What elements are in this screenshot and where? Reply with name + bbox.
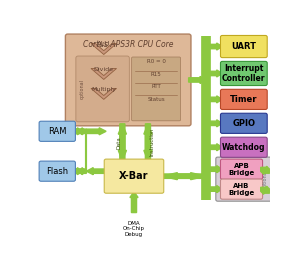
FancyBboxPatch shape (39, 121, 75, 141)
FancyArrow shape (261, 166, 269, 172)
Text: AHB
Bridge: AHB Bridge (228, 183, 255, 196)
FancyArrow shape (74, 168, 86, 175)
FancyBboxPatch shape (216, 157, 272, 201)
FancyBboxPatch shape (220, 35, 267, 57)
FancyBboxPatch shape (220, 113, 267, 133)
Text: optional: optional (80, 79, 85, 99)
FancyArrow shape (206, 186, 222, 193)
FancyArrow shape (261, 168, 269, 174)
Text: R0 = 0: R0 = 0 (147, 60, 166, 64)
FancyArrow shape (144, 124, 152, 161)
Text: X-Bar: X-Bar (119, 171, 149, 181)
Polygon shape (91, 68, 116, 80)
Text: UART: UART (231, 42, 256, 51)
Polygon shape (91, 88, 116, 99)
FancyArrow shape (206, 96, 222, 103)
Text: Status: Status (147, 97, 165, 102)
Text: R15: R15 (151, 72, 161, 77)
FancyArrow shape (261, 188, 269, 194)
FancyArrow shape (206, 166, 222, 173)
Text: RTT: RTT (151, 84, 161, 89)
Text: DMA
On-Chip
Debug: DMA On-Chip Debug (123, 221, 145, 237)
FancyArrow shape (144, 124, 152, 161)
Text: Flash: Flash (46, 167, 68, 176)
FancyArrow shape (206, 144, 222, 151)
FancyBboxPatch shape (76, 56, 129, 122)
Text: optional: optional (263, 169, 268, 189)
FancyArrow shape (86, 168, 106, 175)
FancyArrow shape (118, 124, 127, 161)
FancyArrow shape (261, 186, 269, 192)
Text: Timer: Timer (230, 95, 258, 104)
FancyBboxPatch shape (220, 137, 267, 157)
Text: ALU: ALU (97, 41, 110, 47)
FancyBboxPatch shape (104, 159, 164, 193)
Text: Interrupt
Controller: Interrupt Controller (222, 64, 266, 83)
Text: Cortus APS3R CPU Core: Cortus APS3R CPU Core (83, 40, 173, 49)
FancyBboxPatch shape (220, 179, 262, 199)
FancyArrow shape (206, 43, 222, 50)
FancyBboxPatch shape (220, 159, 262, 179)
FancyBboxPatch shape (220, 61, 267, 85)
FancyArrow shape (162, 173, 206, 180)
Text: GPIO: GPIO (232, 119, 255, 128)
FancyArrow shape (74, 168, 86, 175)
FancyArrow shape (162, 173, 206, 180)
FancyArrow shape (206, 120, 222, 127)
Text: APB
Bridge: APB Bridge (228, 163, 255, 176)
FancyBboxPatch shape (65, 34, 191, 126)
Polygon shape (91, 44, 116, 54)
FancyArrow shape (86, 128, 106, 135)
FancyArrow shape (118, 124, 127, 161)
Text: Watchdog: Watchdog (222, 143, 266, 152)
Text: Data: Data (116, 136, 121, 149)
Text: RAM: RAM (48, 127, 67, 136)
FancyArrow shape (74, 128, 86, 135)
Text: Divide: Divide (94, 67, 114, 72)
FancyArrow shape (74, 128, 86, 135)
Text: Multiply: Multiply (91, 87, 116, 92)
FancyBboxPatch shape (39, 161, 75, 181)
FancyArrow shape (189, 76, 206, 83)
FancyBboxPatch shape (132, 57, 181, 121)
FancyBboxPatch shape (220, 89, 267, 110)
FancyArrow shape (206, 70, 222, 77)
Text: Instruction: Instruction (149, 128, 154, 156)
FancyArrow shape (130, 192, 138, 213)
